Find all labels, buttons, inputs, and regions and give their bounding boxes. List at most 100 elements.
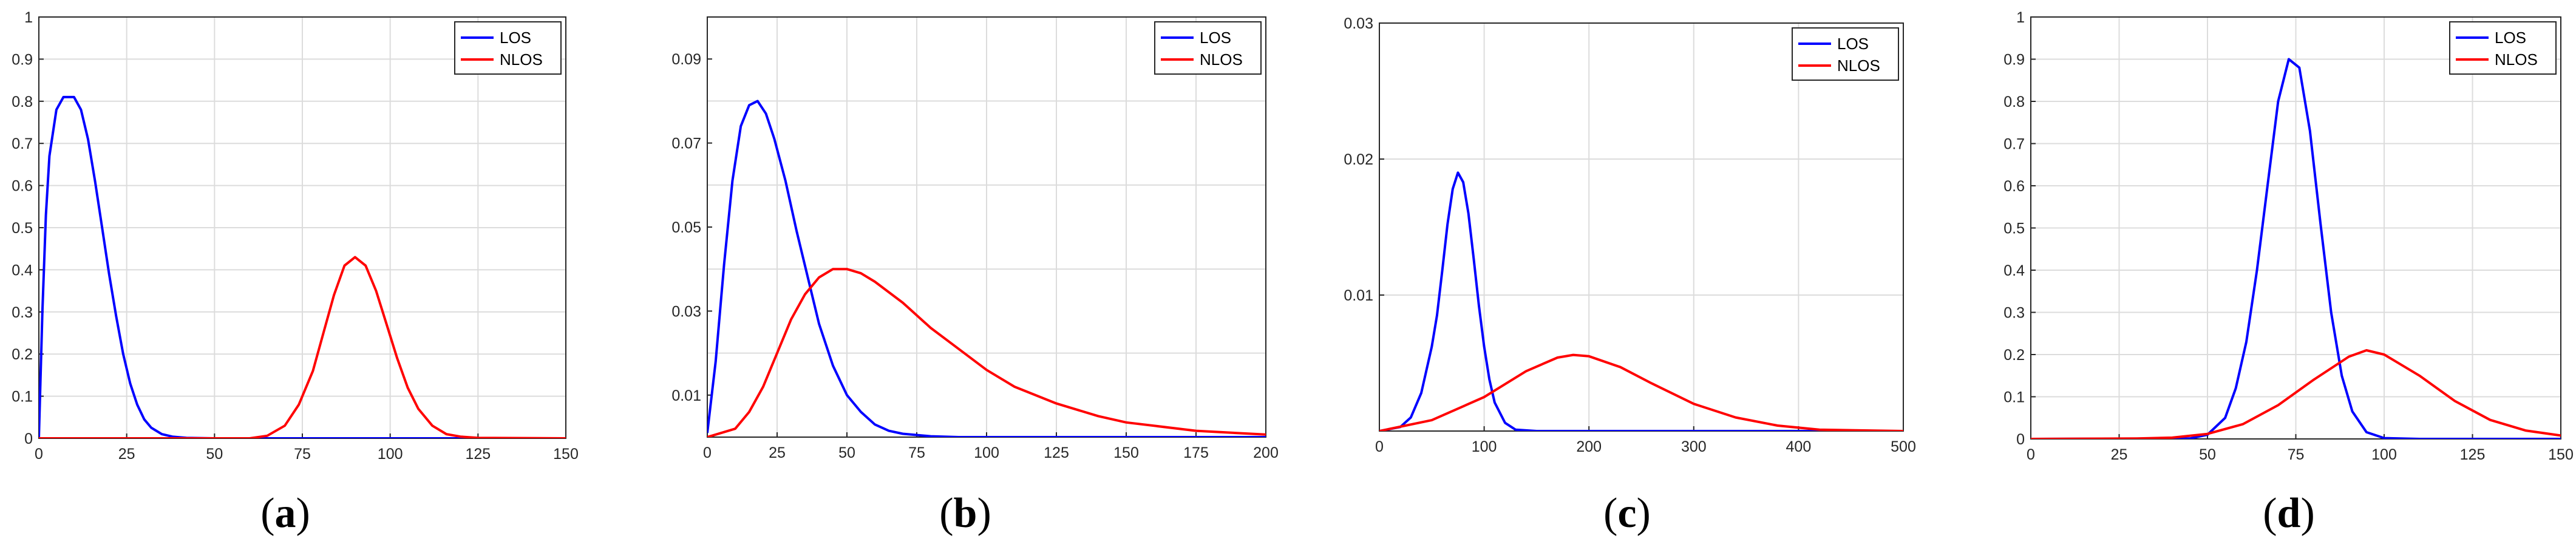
legend-label-nlos: NLOS <box>1200 50 1243 69</box>
caption-open: ( <box>939 490 953 537</box>
y-tick-label: 0.3 <box>12 304 33 321</box>
y-tick-label: 0.03 <box>1344 15 1373 32</box>
x-tick-label: 25 <box>118 446 135 463</box>
x-tick-label: 50 <box>2199 446 2216 463</box>
legend-label-nlos: NLOS <box>500 50 543 69</box>
y-tick-label: 0.5 <box>12 220 33 237</box>
caption-letter: c <box>1617 490 1636 537</box>
x-tick-label: 125 <box>465 446 491 463</box>
y-tick-label: 0.03 <box>671 303 701 320</box>
y-tick-label: 0.1 <box>12 389 33 406</box>
y-tick-label: 0.01 <box>1344 287 1373 304</box>
x-tick-label: 125 <box>2460 446 2486 463</box>
chart-panel-b: 0 25 50 75 100 125 150 175 200 0.01 0.03 0.05 0.07 0.… <box>671 16 1279 537</box>
panel-caption: (d) <box>2263 490 2315 537</box>
x-tick-label: 0 <box>2027 446 2035 463</box>
legend: LOS NLOS <box>454 21 562 75</box>
chart-panel-d: 0 25 50 75 100 125 150 0 0.1 0.2 0.3 0.4 0.5 0.6 0.7 0.… <box>2003 9 2574 537</box>
y-tick-label: 0 <box>2016 431 2025 448</box>
x-tick-label: 400 <box>1786 438 1812 455</box>
y-tick-label: 0.5 <box>2003 220 2025 237</box>
x-tick-label: 150 <box>2548 446 2574 463</box>
x-tick-label: 200 <box>1576 438 1602 455</box>
legend-label-los: LOS <box>1837 35 1869 53</box>
y-tick-label: 0.9 <box>2003 52 2025 69</box>
legend-label-nlos: NLOS <box>1837 56 1880 75</box>
panel-caption: (a) <box>260 490 310 537</box>
x-tick-label: 75 <box>2288 446 2305 463</box>
y-tick-label: 0.2 <box>2003 347 2025 364</box>
y-tick-label: 0.4 <box>2003 262 2025 279</box>
y-tick-label: 0.7 <box>12 135 33 152</box>
caption-close: ) <box>2300 490 2314 537</box>
x-tick-label: 150 <box>1113 444 1139 461</box>
y-tick-label: 0.2 <box>12 346 33 363</box>
y-tick-label: 0.3 <box>2003 305 2025 322</box>
legend-box <box>1792 27 1899 81</box>
series-line-nlos <box>2031 349 2561 439</box>
legend-box <box>1154 21 1262 75</box>
legend: LOS NLOS <box>1154 21 1262 75</box>
y-tick-label: 0.02 <box>1344 151 1373 168</box>
legend-label-nlos: NLOS <box>2495 50 2538 69</box>
caption-open: ( <box>2263 490 2277 537</box>
y-tick-label: 0.6 <box>2003 178 2025 195</box>
x-tick-label: 50 <box>206 446 223 463</box>
x-tick-label: 25 <box>769 444 786 461</box>
legend-label-los: LOS <box>500 29 531 47</box>
caption-letter: b <box>954 490 977 537</box>
series-line-los <box>2031 58 2561 439</box>
x-tick-label: 100 <box>974 444 999 461</box>
x-tick-label: 175 <box>1183 444 1209 461</box>
caption-close: ) <box>296 490 310 537</box>
y-tick-label: 0.8 <box>12 93 33 110</box>
y-tick-label: 0.6 <box>12 178 33 195</box>
x-tick-label: 300 <box>1681 438 1707 455</box>
caption-letter: a <box>275 490 296 537</box>
x-tick-label: 100 <box>378 446 403 463</box>
chart-panel-a: 0 25 50 75 100 125 150 0 0.1 0.2 0.3 0.4 0.5 0.6 0.7 0.… <box>12 9 579 537</box>
caption-open: ( <box>260 490 274 537</box>
series-line-los <box>1379 171 1903 431</box>
x-tick-label: 100 <box>1472 438 1497 455</box>
series-line-nlos <box>707 268 1266 437</box>
panel-caption: (b) <box>939 490 991 537</box>
x-tick-label: 50 <box>838 444 855 461</box>
caption-close: ) <box>1637 490 1651 537</box>
y-tick-label: 1 <box>2016 9 2025 26</box>
x-tick-label: 0 <box>35 446 43 463</box>
series-line-nlos <box>1379 353 1903 431</box>
caption-open: ( <box>1603 490 1617 537</box>
x-tick-label: 100 <box>2371 446 2397 463</box>
series-line-los <box>707 100 1266 437</box>
x-tick-label: 75 <box>908 444 925 461</box>
y-tick-label: 0.9 <box>12 51 33 68</box>
y-tick-label: 1 <box>24 9 33 26</box>
legend: LOS NLOS <box>1792 27 1899 81</box>
x-tick-label: 500 <box>1891 438 1916 455</box>
y-tick-label: 0.7 <box>2003 136 2025 153</box>
x-tick-label: 125 <box>1044 444 1069 461</box>
y-tick-label: 0.4 <box>12 262 33 279</box>
x-tick-label: 150 <box>553 446 579 463</box>
legend-label-los: LOS <box>2495 29 2526 47</box>
legend: LOS NLOS <box>2449 21 2557 75</box>
series-line-nlos <box>39 256 566 438</box>
y-tick-label: 0.09 <box>671 51 701 68</box>
legend-label-los: LOS <box>1200 29 1231 47</box>
caption-letter: d <box>2277 490 2301 537</box>
legend-box <box>2449 21 2557 75</box>
y-tick-label: 0.1 <box>2003 389 2025 406</box>
y-tick-label: 0.8 <box>2003 93 2025 110</box>
y-tick-label: 0 <box>24 430 33 447</box>
x-tick-label: 0 <box>703 444 712 461</box>
y-tick-label: 0.05 <box>671 219 701 236</box>
x-tick-label: 200 <box>1253 444 1279 461</box>
x-tick-label: 0 <box>1375 438 1384 455</box>
x-tick-label: 25 <box>2111 446 2128 463</box>
y-tick-label: 0.01 <box>671 387 701 404</box>
panel-caption: (c) <box>1603 490 1651 537</box>
chart-panel-c: 0 100 200 300 400 500 0.01 0.02 0.03 LOS NLOS (c) <box>1344 15 1916 537</box>
x-tick-label: 75 <box>294 446 311 463</box>
